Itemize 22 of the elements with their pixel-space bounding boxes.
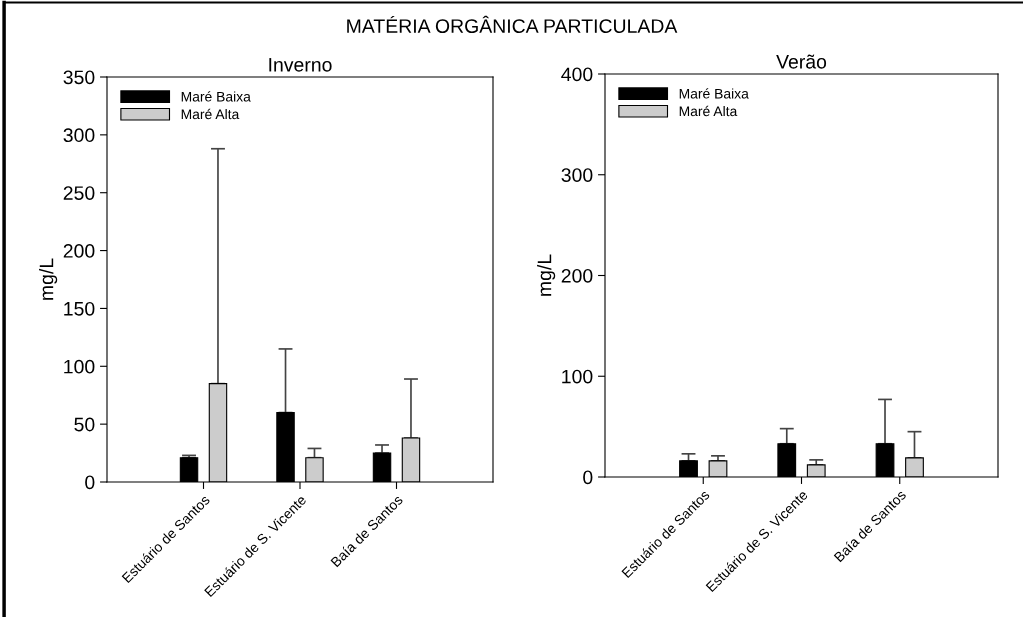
legend-label: Maré Baixa <box>181 91 251 102</box>
legend-label: Maré Baixa <box>679 88 749 99</box>
y-tick-label: 200 <box>561 268 593 283</box>
y-tick-label: 0 <box>85 475 95 490</box>
chart-subtitle: Verão <box>776 54 827 69</box>
y-tick-label: 0 <box>583 470 593 485</box>
y-axis-title: mg/L <box>537 254 556 296</box>
y-tick-label: 100 <box>562 369 593 384</box>
chart-title: MATÉRIA ORGÂNICA PARTICULADA <box>347 15 678 33</box>
y-tick-label: 300 <box>561 168 593 182</box>
legend-label: Maré Alta <box>679 105 738 117</box>
y-tick-label: 250 <box>63 186 95 200</box>
y-tick-label: 200 <box>63 244 95 258</box>
legend-label: Maré Alta <box>181 108 240 120</box>
y-tick-label: 300 <box>63 128 95 143</box>
y-tick-label: 150 <box>64 301 95 316</box>
y-tick-label: 100 <box>64 359 95 374</box>
chart-subtitle: Inverno <box>269 58 332 72</box>
y-tick-label: 400 <box>561 67 593 82</box>
y-axis-title: mg/L <box>39 258 58 300</box>
y-tick-label: 50 <box>74 417 95 432</box>
y-tick-label: 350 <box>63 70 95 85</box>
